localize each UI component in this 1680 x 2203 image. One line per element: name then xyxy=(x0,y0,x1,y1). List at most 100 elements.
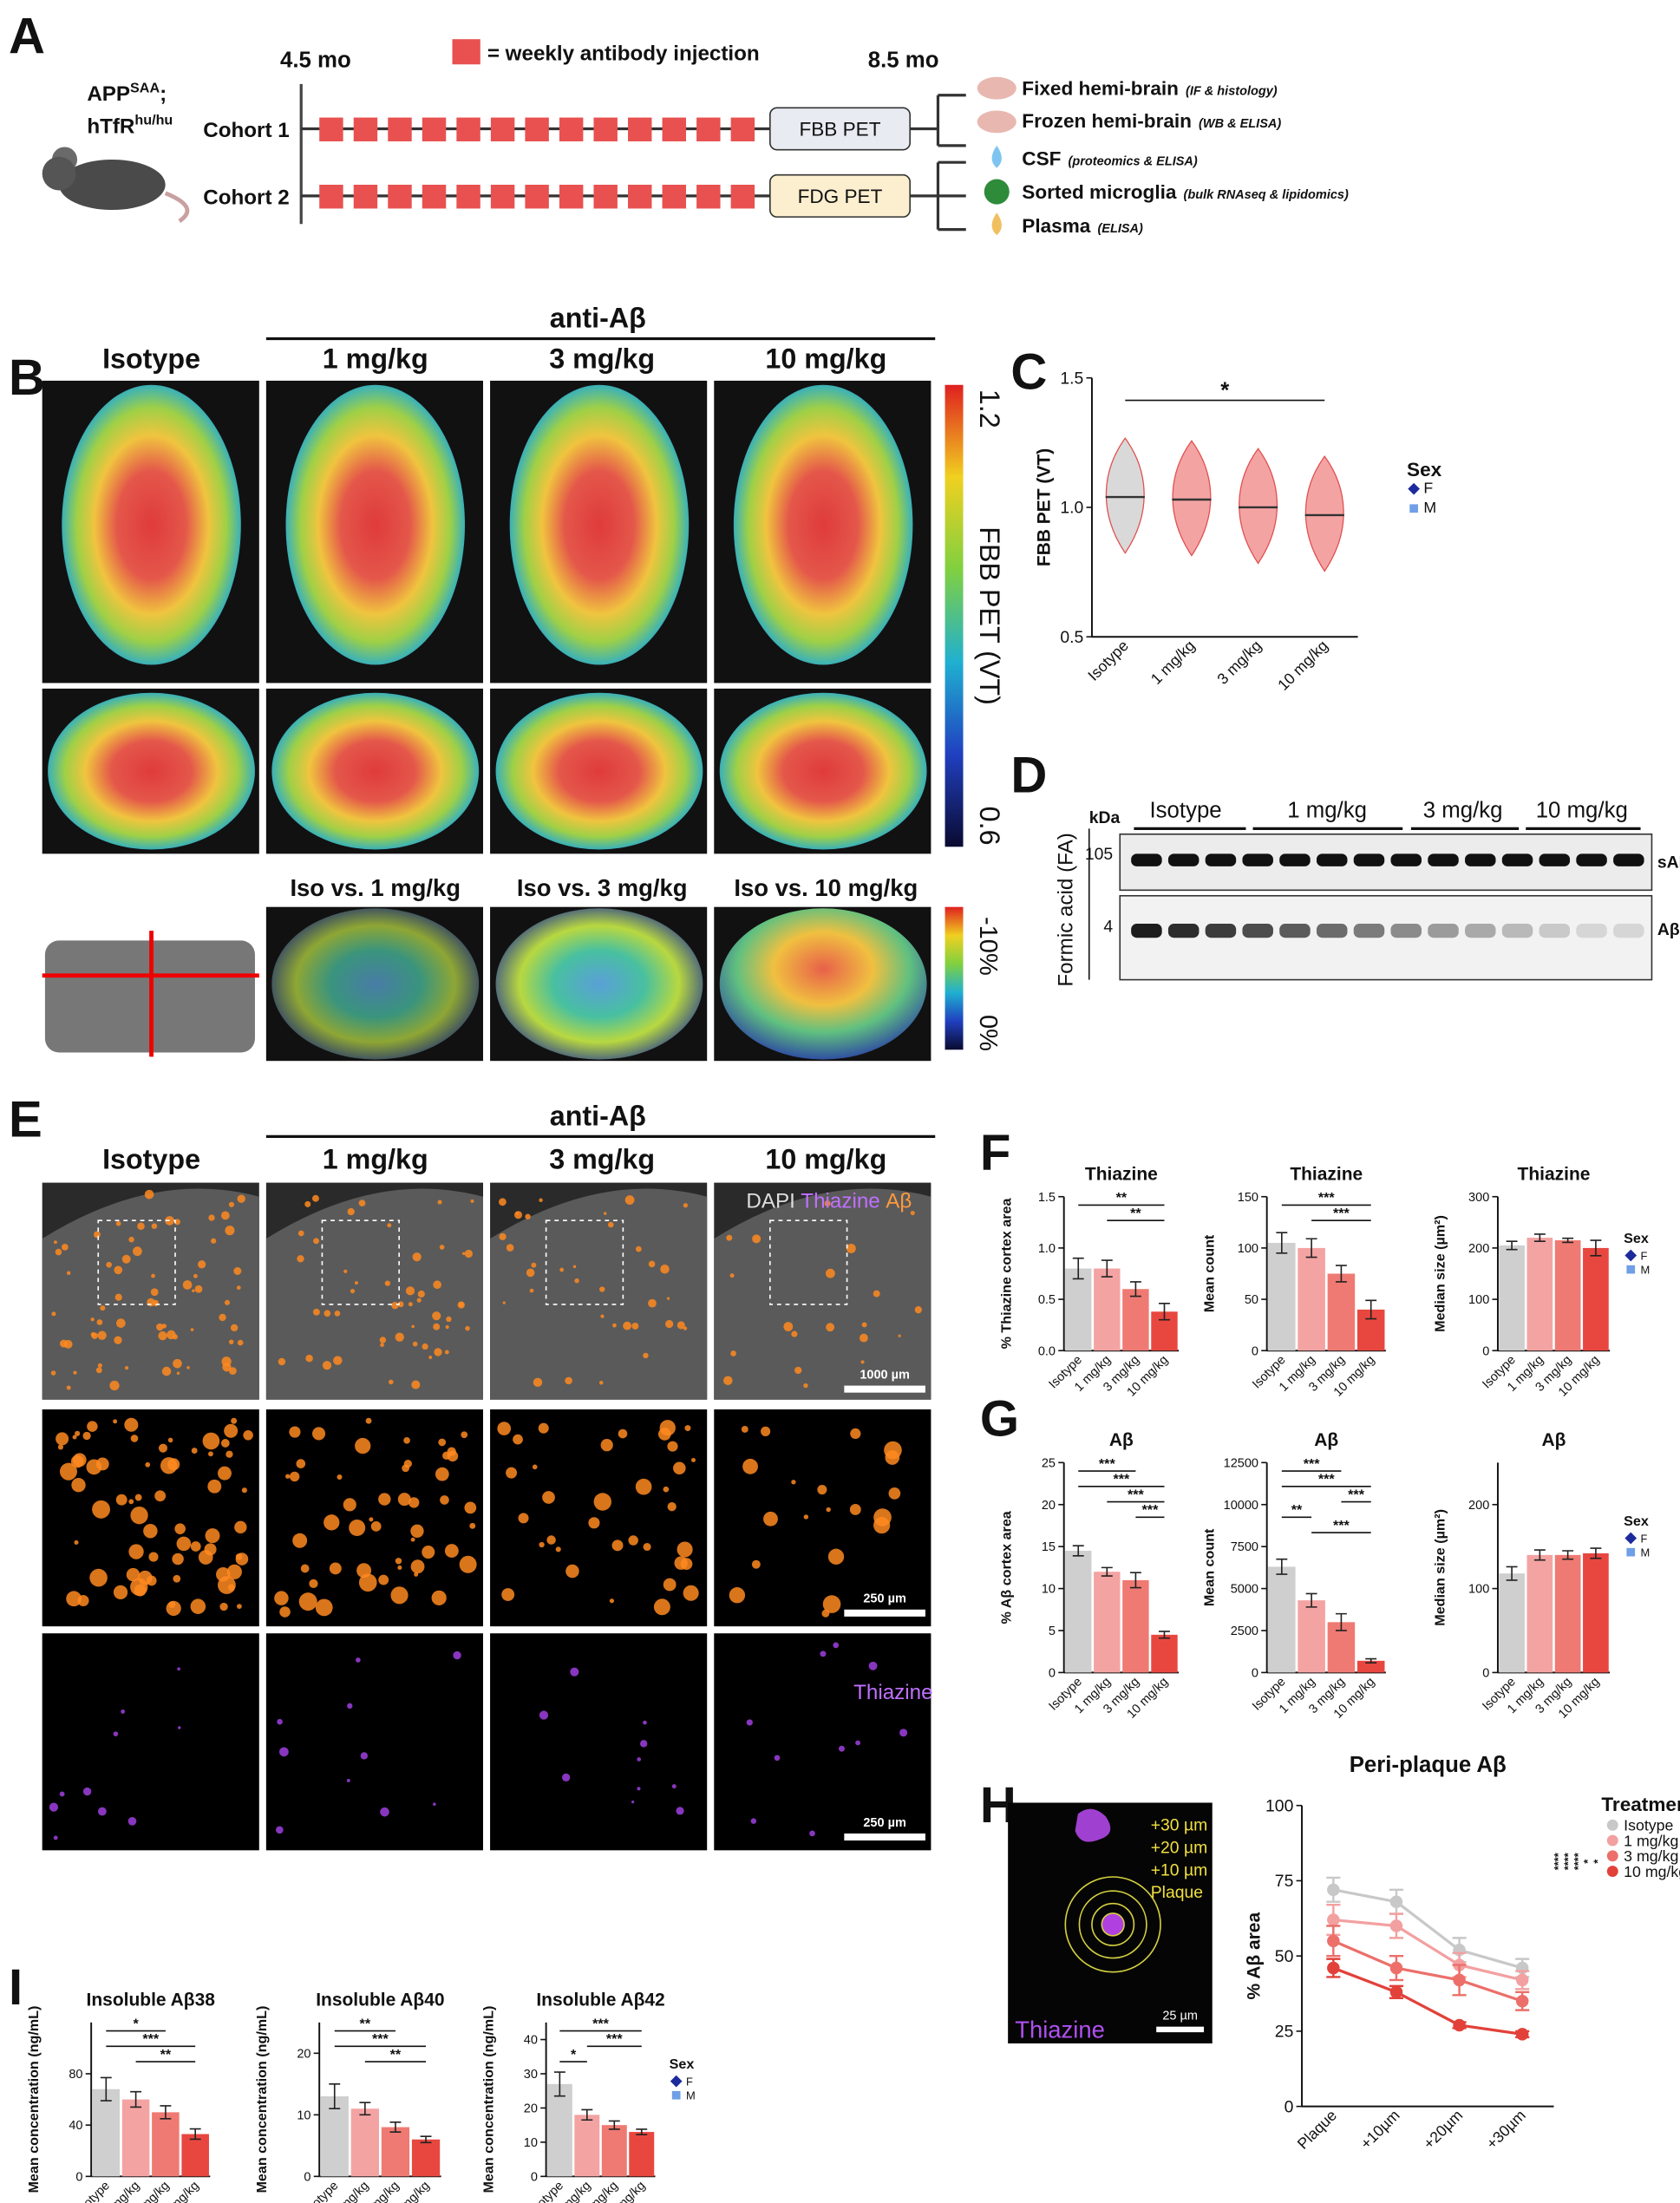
plaque xyxy=(277,1718,283,1725)
plaque xyxy=(198,1550,213,1565)
plaque xyxy=(186,1366,190,1370)
sig-label: *** xyxy=(1099,1456,1116,1472)
plaque xyxy=(205,1528,220,1544)
y-axis-label: % Aβ area xyxy=(1245,1912,1265,2000)
plaque xyxy=(322,1361,332,1370)
plaque xyxy=(461,1431,468,1439)
plaque xyxy=(225,1226,235,1236)
plaque xyxy=(130,1507,148,1525)
panel-letters: A B C D E F G H I xyxy=(9,8,1047,2016)
sig-label: *** xyxy=(1128,1487,1145,1502)
imaging: FBB PET xyxy=(799,119,880,141)
plaque xyxy=(387,1223,392,1228)
plaque xyxy=(96,1319,103,1325)
plaque xyxy=(115,1318,126,1328)
error-bar xyxy=(1590,1239,1602,1257)
plaque xyxy=(539,1710,549,1720)
plaque xyxy=(499,1232,507,1240)
y-tick-label: 0 xyxy=(304,2170,311,2184)
panel-letter: I xyxy=(9,1959,23,2016)
tissue xyxy=(42,1188,259,1400)
plaque xyxy=(333,1356,343,1365)
colorbar-label: FBB PET (VT) xyxy=(974,526,1005,705)
plaque xyxy=(66,1271,71,1275)
plaque xyxy=(555,1546,561,1553)
panel-letter: E xyxy=(9,1091,42,1147)
plaque xyxy=(506,1244,514,1252)
y-axis-label: % Aβ cortex area xyxy=(998,1510,1014,1624)
plaque xyxy=(729,1273,735,1278)
point xyxy=(1453,2018,1466,2032)
error-bar xyxy=(1129,1281,1141,1298)
plaque xyxy=(910,1211,915,1216)
injection xyxy=(388,185,412,209)
plaque xyxy=(433,1280,441,1290)
series-line xyxy=(1332,1939,1523,2003)
plaque xyxy=(75,1430,81,1436)
scale-bar: 250 µm xyxy=(863,1816,906,1830)
bar xyxy=(1122,1289,1149,1351)
plaque xyxy=(447,1450,459,1462)
y-tick-label: 40 xyxy=(524,2034,538,2048)
bar xyxy=(152,2112,180,2177)
band xyxy=(1279,853,1311,866)
legend-title: Sex xyxy=(1624,1513,1649,1529)
error-bar xyxy=(100,2076,112,2102)
y-tick-label: 0 xyxy=(1252,1344,1258,1358)
error-bar xyxy=(1276,1558,1288,1575)
plaque xyxy=(820,1651,827,1657)
plaque xyxy=(763,1511,778,1526)
error-bar xyxy=(1335,1612,1347,1631)
legend-label: 3 mg/kg xyxy=(1624,1847,1678,1865)
point xyxy=(1515,2028,1529,2041)
legend-marker xyxy=(1409,504,1418,513)
y-axis-label: % Thiazine cortex area xyxy=(998,1198,1014,1350)
plaque xyxy=(66,1385,71,1390)
sig-label: *** xyxy=(1304,1456,1321,1472)
plaque xyxy=(236,1285,241,1291)
plaque xyxy=(226,1564,242,1579)
plaque xyxy=(684,1425,691,1432)
blot xyxy=(1119,894,1653,981)
series-line xyxy=(1332,1966,1523,2036)
sig-label: ** xyxy=(1116,1190,1128,1206)
y-tick-label: 100 xyxy=(1468,1293,1489,1307)
plaque xyxy=(671,1784,677,1789)
plaque xyxy=(237,1194,245,1203)
plaque xyxy=(165,1216,174,1226)
plaque xyxy=(130,1435,139,1442)
plaque xyxy=(343,1269,348,1273)
y-tick-label: 1.5 xyxy=(1060,369,1083,388)
y-tick-label: 0 xyxy=(1252,1666,1258,1680)
legend-label: 10 mg/kg xyxy=(1624,1863,1680,1880)
error-bar xyxy=(160,2105,172,2120)
pet-coronal xyxy=(271,692,480,850)
plaque xyxy=(144,1189,154,1200)
plaque xyxy=(611,1539,624,1552)
plaque xyxy=(380,1343,384,1348)
plaque xyxy=(546,1535,556,1545)
plaque xyxy=(643,1352,649,1359)
sig-label: *** xyxy=(1333,1518,1350,1533)
plaque xyxy=(121,1709,126,1714)
plaque xyxy=(618,1428,628,1439)
plaque xyxy=(354,1281,358,1285)
plaque xyxy=(128,1544,144,1559)
y-tick-label: 0 xyxy=(1049,1666,1056,1680)
plaque xyxy=(459,1555,477,1573)
plaque xyxy=(783,1322,794,1331)
plaque xyxy=(639,1740,648,1748)
y-tick-label: 0.5 xyxy=(1060,628,1083,647)
plaque xyxy=(278,1357,286,1366)
bar xyxy=(1554,1554,1581,1673)
plaque xyxy=(233,1267,242,1275)
plaque xyxy=(676,1807,684,1815)
bar xyxy=(1526,1238,1553,1351)
plaque xyxy=(113,1419,118,1424)
column-header: Isotype xyxy=(102,343,200,374)
error-bar xyxy=(1365,1299,1377,1320)
bar xyxy=(320,2096,349,2177)
y-axis-label: Mean concentration (ng/mL) xyxy=(254,2006,270,2193)
plaque xyxy=(822,1595,841,1613)
